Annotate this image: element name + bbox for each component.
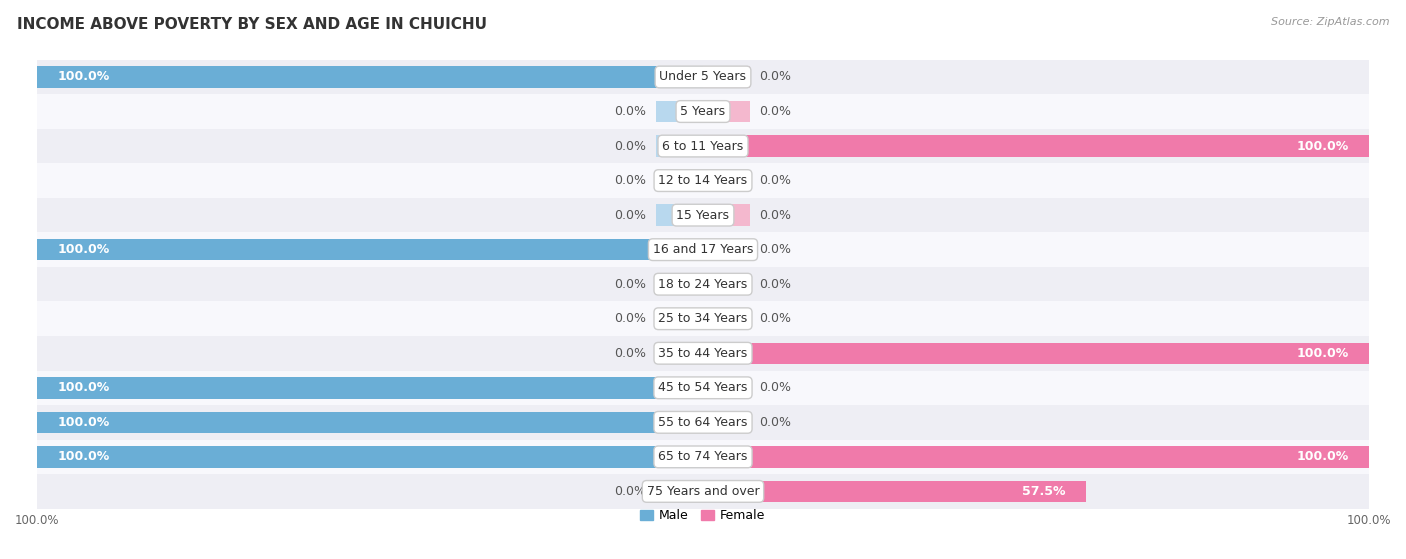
Bar — [37, 336, 1369, 371]
Text: 25 to 34 Years: 25 to 34 Years — [658, 312, 748, 325]
Bar — [657, 205, 703, 226]
Bar — [703, 239, 749, 260]
Bar — [657, 481, 703, 502]
Bar — [37, 198, 1369, 233]
Text: 75 Years and over: 75 Years and over — [647, 485, 759, 498]
Text: 100.0%: 100.0% — [58, 243, 110, 256]
Text: 6 to 11 Years: 6 to 11 Years — [662, 140, 744, 153]
Text: 12 to 14 Years: 12 to 14 Years — [658, 174, 748, 187]
Text: 16 and 17 Years: 16 and 17 Years — [652, 243, 754, 256]
Bar — [703, 135, 1369, 157]
Bar — [703, 101, 749, 122]
Bar — [657, 101, 703, 122]
Bar — [703, 273, 749, 295]
Text: 57.5%: 57.5% — [1022, 485, 1066, 498]
Text: 0.0%: 0.0% — [759, 70, 792, 83]
Legend: Male, Female: Male, Female — [636, 504, 770, 527]
Bar — [657, 377, 703, 399]
Bar — [657, 135, 703, 157]
Bar — [657, 343, 703, 364]
Text: 0.0%: 0.0% — [759, 243, 792, 256]
Bar — [37, 371, 1369, 405]
Text: 18 to 24 Years: 18 to 24 Years — [658, 278, 748, 291]
Text: 0.0%: 0.0% — [614, 209, 647, 221]
Bar — [37, 439, 1369, 474]
Bar — [657, 273, 703, 295]
Bar — [703, 411, 749, 433]
Text: 35 to 44 Years: 35 to 44 Years — [658, 347, 748, 360]
Text: INCOME ABOVE POVERTY BY SEX AND AGE IN CHUICHU: INCOME ABOVE POVERTY BY SEX AND AGE IN C… — [17, 17, 486, 32]
Text: 0.0%: 0.0% — [759, 174, 792, 187]
Bar — [37, 267, 1369, 301]
Text: 100.0%: 100.0% — [1296, 451, 1348, 463]
Text: 100.0%: 100.0% — [58, 70, 110, 83]
Text: 45 to 54 Years: 45 to 54 Years — [658, 381, 748, 394]
Text: 55 to 64 Years: 55 to 64 Years — [658, 416, 748, 429]
Bar — [37, 60, 1369, 94]
Text: 100.0%: 100.0% — [58, 416, 110, 429]
Text: 65 to 74 Years: 65 to 74 Years — [658, 451, 748, 463]
Text: 100.0%: 100.0% — [1296, 347, 1348, 360]
Text: 0.0%: 0.0% — [614, 105, 647, 118]
Bar — [657, 411, 703, 433]
Text: 100.0%: 100.0% — [58, 451, 110, 463]
Text: 15 Years: 15 Years — [676, 209, 730, 221]
Bar — [37, 239, 703, 260]
Text: 100.0%: 100.0% — [1296, 140, 1348, 153]
Bar — [657, 170, 703, 191]
Bar — [703, 343, 749, 364]
Text: 0.0%: 0.0% — [759, 381, 792, 394]
Text: 0.0%: 0.0% — [759, 416, 792, 429]
Bar — [37, 446, 703, 467]
Text: 0.0%: 0.0% — [614, 485, 647, 498]
Text: Under 5 Years: Under 5 Years — [659, 70, 747, 83]
Bar — [37, 233, 1369, 267]
Bar — [37, 405, 1369, 439]
Bar — [37, 474, 1369, 509]
Bar — [657, 308, 703, 329]
Text: 0.0%: 0.0% — [614, 140, 647, 153]
Text: 0.0%: 0.0% — [759, 105, 792, 118]
Text: 5 Years: 5 Years — [681, 105, 725, 118]
Bar — [703, 446, 1369, 467]
Bar — [37, 67, 703, 88]
Bar — [703, 67, 749, 88]
Text: 0.0%: 0.0% — [759, 209, 792, 221]
Bar — [703, 446, 749, 467]
Text: 100.0%: 100.0% — [58, 381, 110, 394]
Bar — [703, 481, 749, 502]
Text: 0.0%: 0.0% — [614, 278, 647, 291]
Bar — [703, 377, 749, 399]
Bar — [657, 446, 703, 467]
Bar — [657, 239, 703, 260]
Bar — [37, 411, 703, 433]
Bar — [37, 163, 1369, 198]
Text: 0.0%: 0.0% — [759, 312, 792, 325]
Bar — [703, 308, 749, 329]
Text: 0.0%: 0.0% — [614, 312, 647, 325]
Text: 0.0%: 0.0% — [614, 347, 647, 360]
Bar — [703, 481, 1085, 502]
Text: 0.0%: 0.0% — [614, 174, 647, 187]
Bar — [37, 129, 1369, 163]
Text: Source: ZipAtlas.com: Source: ZipAtlas.com — [1271, 17, 1389, 27]
Text: 0.0%: 0.0% — [759, 278, 792, 291]
Bar — [703, 205, 749, 226]
Bar — [657, 67, 703, 88]
Bar — [703, 343, 1369, 364]
Bar — [37, 377, 703, 399]
Bar — [703, 170, 749, 191]
Bar — [37, 94, 1369, 129]
Bar — [37, 301, 1369, 336]
Bar — [703, 135, 749, 157]
